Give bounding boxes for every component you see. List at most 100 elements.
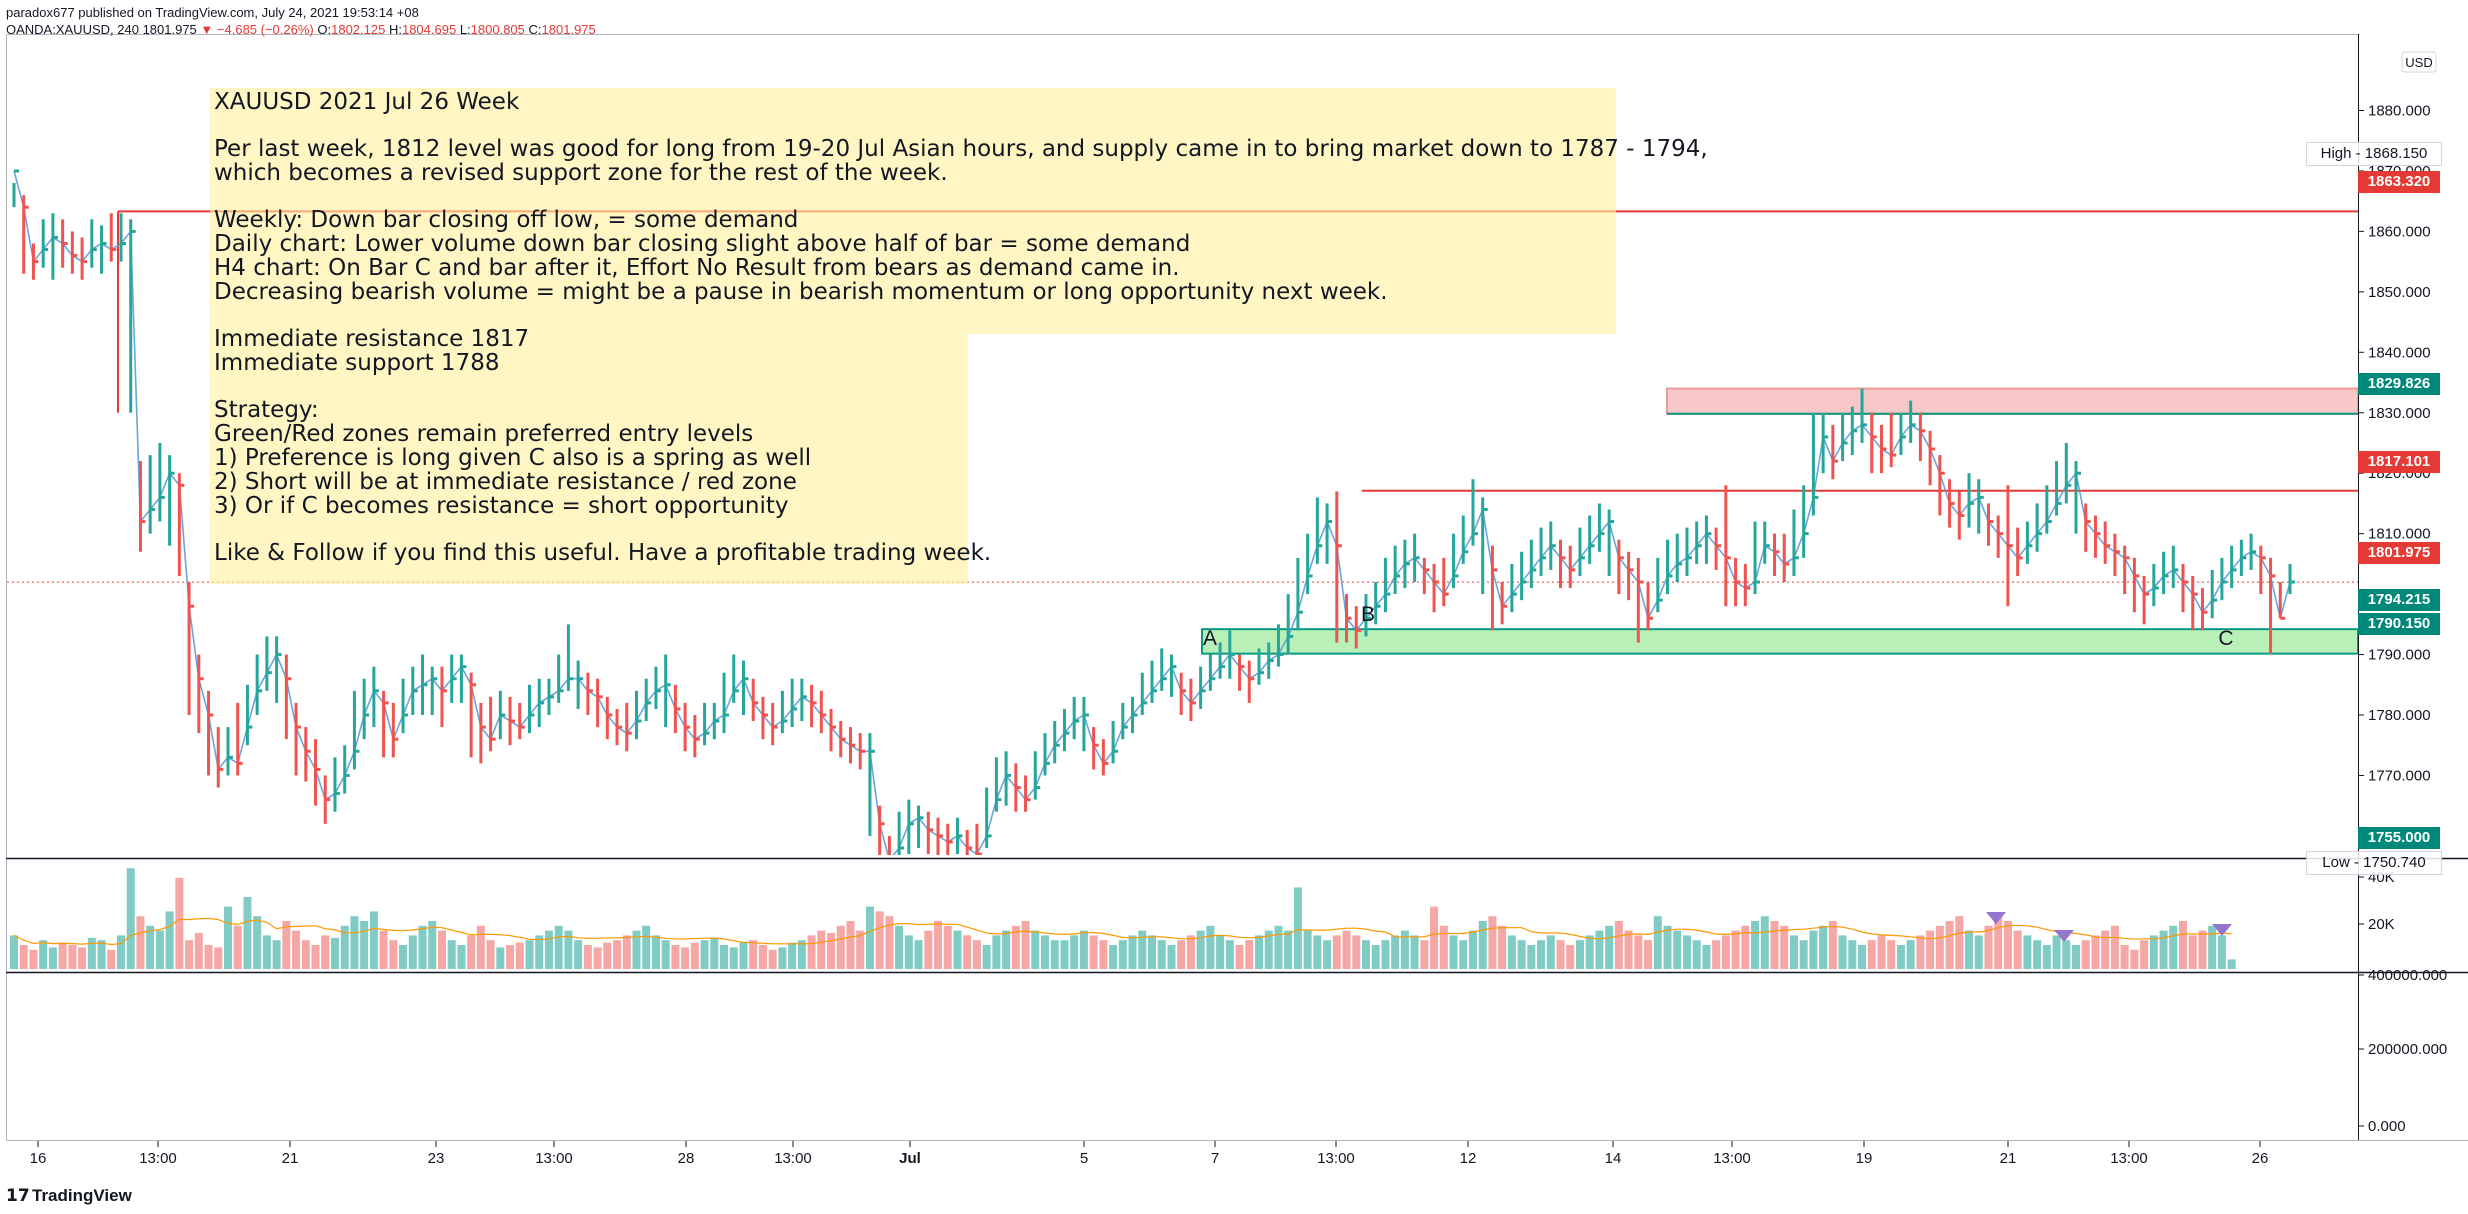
price-bar [2035, 503, 2043, 552]
price-bar [1704, 515, 1712, 564]
price-bar [61, 219, 68, 268]
volume-bar [2217, 935, 2226, 969]
volume-bar [1400, 930, 1409, 969]
tradingview-logo[interactable]: 𝟭𝟳 TradingView [6, 1186, 132, 1206]
note-line: Immediate support 1788 [214, 350, 500, 376]
time-axis[interactable]: 16 13:00 21 23 13:00 28 13:00 Jul 5 7 13:00 12 14 13:… [30, 1141, 2269, 1167]
price-bar [537, 678, 545, 728]
volume-bar [1527, 945, 1536, 969]
time-tick-label: 28 [678, 1150, 695, 1167]
note-box[interactable] [210, 88, 1616, 334]
price-bar [917, 805, 924, 848]
volume-bar [1060, 940, 1069, 969]
volume-bar [875, 911, 884, 969]
volume-bar [1206, 925, 1215, 969]
price-bar [761, 696, 768, 740]
volume-bar [953, 930, 962, 969]
price-bar [2093, 515, 2101, 558]
volume-bar [97, 940, 106, 969]
price-tag-value: 1817.101 [2367, 453, 2431, 470]
volume-bar [272, 940, 281, 969]
usd-badge[interactable]: USD [2401, 51, 2437, 73]
volume-bar [2101, 930, 2110, 969]
price-bar [1024, 775, 1031, 812]
price-bar [800, 678, 807, 722]
price-bar [955, 817, 963, 855]
price-axis[interactable]: 1880.0001870.0001860.0001850.0001840.000… [2358, 103, 2431, 845]
price-bar [1442, 557, 1449, 607]
price-bar [1811, 412, 1819, 516]
volume-bar [1478, 921, 1487, 969]
volume-bar [1838, 935, 1847, 969]
price-bar [2200, 588, 2208, 631]
volume-bar [428, 921, 437, 969]
price-bar [1831, 424, 1838, 480]
volume-bar [1702, 945, 1711, 969]
volume-bar [2052, 935, 2061, 969]
volume-bar [2013, 930, 2022, 969]
price-bar [1695, 521, 1702, 564]
price-bar [654, 666, 661, 709]
volume-bar [58, 942, 67, 969]
price-bar [1909, 400, 1916, 443]
volume-bar [1361, 940, 1370, 969]
volume-bar [895, 925, 904, 969]
volume-bar [1644, 940, 1653, 969]
volume-bar [972, 940, 981, 969]
symbol-name[interactable]: OANDA:XAUUSD, 240 [6, 22, 139, 37]
price-bar [1218, 642, 1226, 679]
volume-bar [1128, 935, 1137, 969]
price-bar [1033, 751, 1041, 800]
note-box-lower[interactable] [210, 334, 968, 584]
volume-bar [1002, 930, 1011, 969]
volume-bar [282, 921, 291, 969]
price-bar [1296, 557, 1303, 631]
volume-bar [2130, 949, 2139, 969]
volume-bar [1225, 940, 1234, 969]
volume-bar [681, 947, 690, 969]
volume-bar [544, 930, 553, 969]
price-bar [1559, 539, 1566, 589]
price-bar [1792, 509, 1799, 576]
price-bar [1549, 521, 1556, 570]
volume-bar [1216, 935, 1225, 969]
price-bar [528, 684, 535, 734]
price-bar [1529, 539, 1537, 589]
price-bar [1238, 654, 1245, 691]
publish-info: paradox677 published on TradingView.com,… [6, 5, 419, 20]
time-tick-label: 13:00 [2110, 1150, 2148, 1167]
price-bar [1656, 557, 1663, 613]
lower-tick-label: 400000.000 [2368, 967, 2447, 984]
price-bar [1675, 533, 1683, 583]
volume-bar [583, 945, 592, 969]
price-bar [158, 442, 165, 522]
price-bar [1597, 503, 1605, 552]
price-bar [897, 811, 905, 855]
price-bar [1646, 582, 1654, 631]
volume-bar [1284, 930, 1293, 969]
price-tag-teal: 1794.215 [2358, 589, 2440, 611]
price-bar [2162, 551, 2169, 595]
volume-bar [1624, 930, 1633, 969]
price-bar [887, 835, 891, 855]
price-bar [2025, 521, 2033, 564]
volume-bar [768, 949, 777, 969]
price-bar [333, 757, 340, 812]
volume-bar [2033, 940, 2042, 969]
volume-bar [1420, 940, 1429, 969]
price-bar [673, 684, 681, 734]
price-bar [625, 702, 632, 752]
volume-bar [2188, 935, 2197, 969]
volume-bar [1955, 916, 1964, 969]
volume-bar [797, 940, 806, 969]
price-bar [1510, 563, 1517, 613]
price-bar [576, 660, 584, 709]
volume-bar [1109, 945, 1118, 969]
volume-bar [1089, 935, 1098, 969]
lower-pane-axis[interactable]: 400000.000 200000.000 0.000 [2358, 967, 2447, 1135]
price-bar [430, 666, 438, 715]
price-bar [197, 654, 204, 734]
price-bar [1199, 666, 1206, 709]
volume-bar [1770, 921, 1779, 969]
